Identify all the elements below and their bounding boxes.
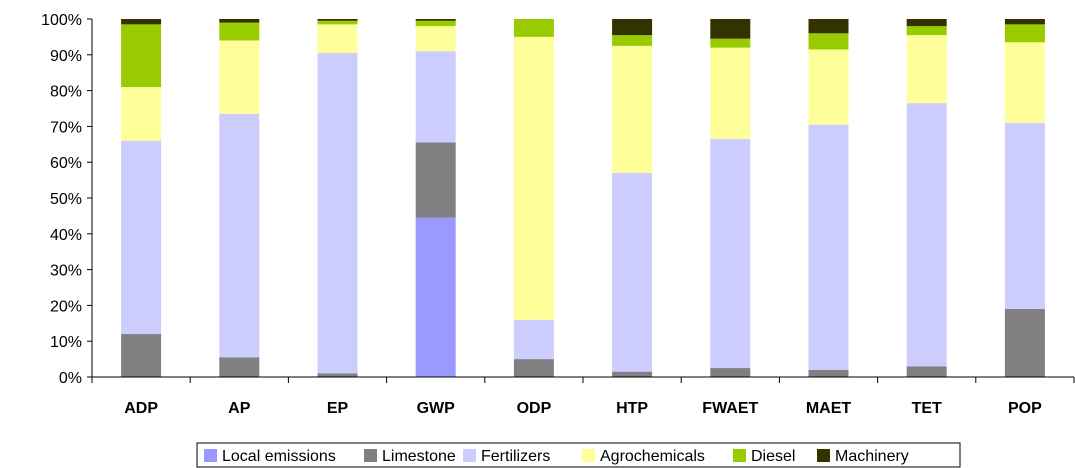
legend-label: Agrochemicals [600, 448, 705, 465]
y-tick-label: 30% [50, 263, 82, 280]
y-tick-label: 90% [50, 48, 82, 65]
bar-segment [219, 19, 260, 23]
bar-segment [513, 19, 554, 37]
axes [91, 19, 1075, 383]
bar-segment [513, 36, 554, 320]
bar-segment [710, 138, 751, 369]
x-category-label: ADP [124, 400, 158, 417]
x-category-label: EP [327, 400, 349, 417]
bar-segment [710, 19, 751, 39]
legend-label: Diesel [751, 448, 795, 465]
bar-segment [415, 217, 456, 377]
y-tick-label: 80% [50, 84, 82, 101]
x-category-label: TET [912, 400, 942, 417]
bar-segment [906, 366, 947, 377]
bar-segment [415, 51, 456, 143]
legend-swatch [364, 449, 377, 462]
bar-segment [1004, 42, 1045, 123]
bar-segment [808, 49, 849, 125]
legend-box [196, 442, 961, 468]
bar-segment [219, 357, 260, 377]
bar-segment [513, 319, 554, 360]
legend-label: Limestone [382, 448, 456, 465]
bar-segment [612, 45, 653, 173]
bar-segment [808, 33, 849, 50]
bar-segment [121, 24, 162, 88]
x-category-label: HTP [616, 400, 648, 417]
bar-segment [121, 140, 162, 335]
legend-swatch [463, 449, 476, 462]
x-category-label: ODP [517, 400, 552, 417]
bar-segment [612, 35, 653, 46]
bar-segment [710, 38, 751, 48]
y-tick-label: 60% [50, 155, 82, 172]
bar-segment [808, 124, 849, 370]
bar-segment [906, 19, 947, 27]
bar-segment [808, 19, 849, 34]
bar-segment [906, 26, 947, 36]
x-category-label: MAET [806, 400, 852, 417]
bar-segment [513, 359, 554, 377]
bar-segment [317, 20, 358, 25]
bar-segment [317, 24, 358, 54]
y-tick-label: 0% [59, 370, 82, 387]
x-category-label: POP [1008, 400, 1042, 417]
y-tick-label: 10% [50, 334, 82, 351]
y-axis-ticks: 0% 10% 20% 30% 40% 50% 60% 70% 80% 90% 100% [41, 12, 92, 387]
legend-label: Local emissions [222, 448, 336, 465]
bar-segment [415, 142, 456, 218]
y-tick-label: 20% [50, 298, 82, 315]
bar-segment [906, 103, 947, 367]
bar-segment [121, 19, 162, 25]
legend: Local emissions Limestone Fertilizers Agroc… [196, 442, 961, 468]
x-category-label: FWAET [702, 400, 758, 417]
bar-segment [415, 20, 456, 27]
legend-swatch [733, 449, 746, 462]
bar-segment [219, 40, 260, 114]
legend-label: Fertilizers [481, 448, 550, 465]
y-tick-label: 50% [50, 191, 82, 208]
y-tick-label: 100% [41, 12, 82, 29]
bar-segment [317, 53, 358, 374]
bar-segment [612, 371, 653, 377]
bar-segment [317, 373, 358, 377]
bars [121, 19, 1045, 377]
legend-swatch [204, 449, 217, 462]
legend-label: Machinery [835, 448, 909, 465]
bar-segment [1004, 308, 1045, 377]
bar-segment [808, 369, 849, 377]
bar-segment [710, 368, 751, 377]
bar-segment [415, 19, 456, 21]
bar-segment [219, 22, 260, 41]
bar-segment [906, 35, 947, 104]
bar-segment [1004, 19, 1045, 25]
bar-segment [612, 172, 653, 372]
x-category-label: GWP [417, 400, 456, 417]
legend-swatch [817, 449, 830, 462]
y-tick-label: 40% [50, 227, 82, 244]
legend-swatch [582, 449, 595, 462]
bar-segment [121, 87, 162, 141]
bar-segment [1004, 24, 1045, 43]
bar-segment [219, 113, 260, 358]
x-category-label: AP [228, 400, 251, 417]
bar-segment [612, 19, 653, 36]
y-tick-label: 70% [50, 119, 82, 136]
bar-segment [121, 334, 162, 377]
bar-segment [1004, 122, 1045, 309]
bar-segment [710, 47, 751, 139]
x-axis-labels: ADP AP EP GWP ODP HTP FWAET MAET TET POP [124, 400, 1042, 417]
bar-segment [317, 19, 358, 21]
bar-segment [415, 26, 456, 52]
